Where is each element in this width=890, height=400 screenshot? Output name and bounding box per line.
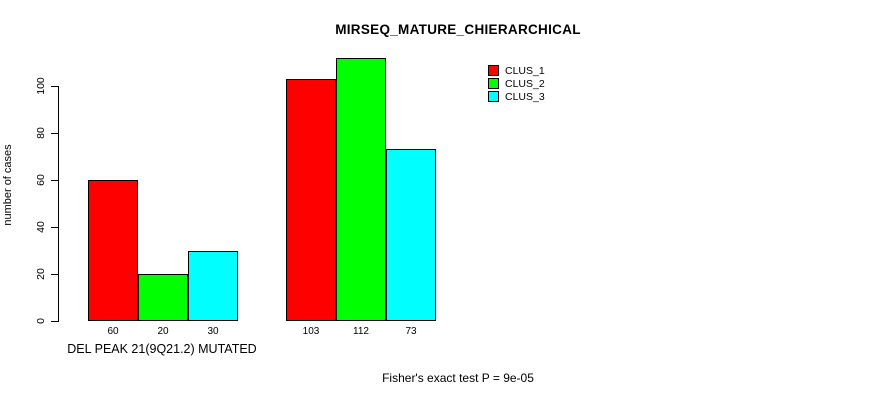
y-tick-mark — [51, 274, 58, 275]
y-tick-label: 80 — [35, 127, 47, 139]
y-tick-label: 40 — [35, 221, 47, 233]
bar-value-label: 60 — [107, 326, 119, 337]
legend: CLUS_1 CLUS_2 CLUS_3 — [488, 64, 545, 103]
x-axis-group-label: DEL PEAK 21(9Q21.2) MUTATED — [67, 342, 257, 356]
legend-swatch-clus_3 — [488, 91, 499, 102]
bar-value-label: 20 — [157, 326, 169, 337]
bar-clus_2-group1 — [138, 274, 188, 321]
y-axis-label: number of cases — [2, 144, 14, 226]
y-tick-mark — [51, 321, 58, 322]
legend-label: CLUS_3 — [505, 90, 545, 103]
bar-value-label: 30 — [207, 326, 219, 337]
bar-clus_1-group1 — [88, 180, 138, 321]
legend-row: CLUS_3 — [488, 90, 545, 103]
chart-title: MIRSEQ_MATURE_CHIERARCHICAL — [335, 22, 581, 37]
y-tick-mark — [51, 133, 58, 134]
bar-value-label: 112 — [353, 326, 369, 337]
y-tick-label: 60 — [35, 174, 47, 186]
legend-label: CLUS_1 — [505, 64, 545, 77]
bar-clus_2-group2 — [336, 57, 386, 321]
bar-clus_3-group2 — [386, 149, 436, 321]
bar-clus_1-group2 — [286, 78, 336, 321]
stats-annotation: Fisher's exact test P = 9e-05 — [382, 371, 534, 385]
legend-swatch-clus_1 — [488, 65, 499, 76]
y-tick-mark — [51, 180, 58, 181]
y-tick-mark — [51, 86, 58, 87]
y-tick-label: 0 — [35, 318, 47, 324]
legend-swatch-clus_2 — [488, 78, 499, 89]
legend-row: CLUS_1 — [488, 64, 545, 77]
bar-value-label: 73 — [405, 326, 417, 337]
bar-clus_3-group1 — [188, 250, 238, 321]
y-tick-mark — [51, 227, 58, 228]
y-tick-label: 20 — [35, 268, 47, 280]
bar-value-label: 103 — [302, 326, 320, 337]
legend-label: CLUS_2 — [505, 77, 545, 90]
y-tick-label: 100 — [35, 77, 47, 95]
legend-row: CLUS_2 — [488, 77, 545, 90]
y-axis-line — [58, 86, 59, 322]
